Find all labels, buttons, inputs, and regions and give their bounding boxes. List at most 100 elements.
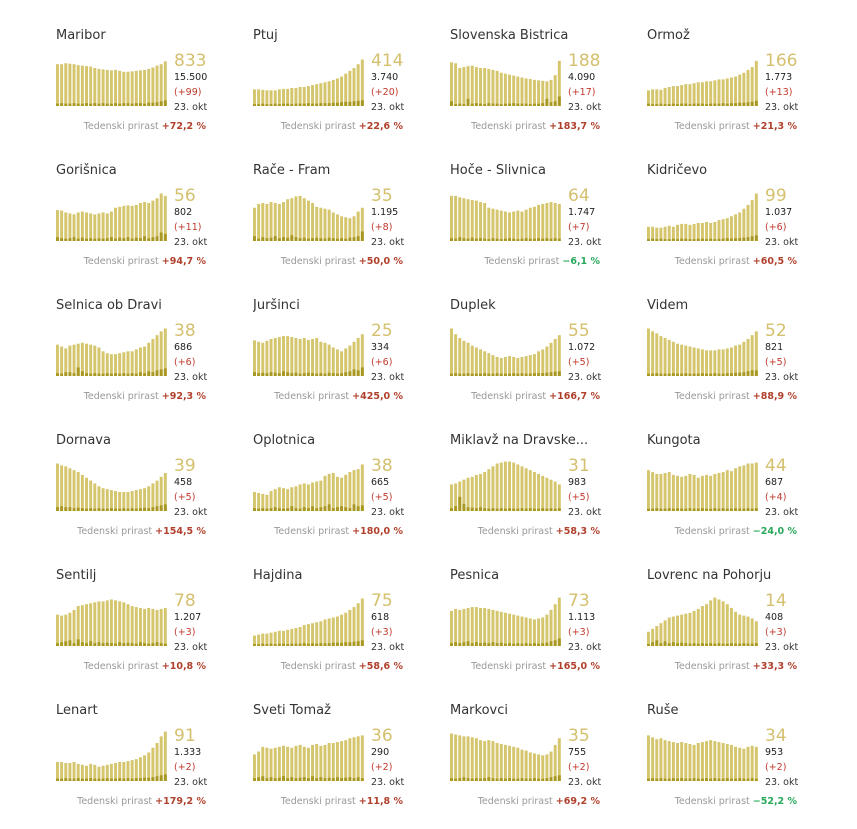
active-cases-bar (269, 748, 273, 781)
active-cases-bar (56, 463, 59, 511)
active-cases-bar (64, 762, 68, 781)
municipality-name: Hajdina (253, 568, 303, 583)
active-cases-bar (696, 477, 700, 511)
active-cases-bar (458, 609, 462, 646)
active-cases-bar (344, 348, 348, 376)
active-cases-bar (253, 207, 256, 241)
new-cases-bar (360, 100, 364, 106)
new-cases-bar (738, 508, 742, 511)
active-cases-bar (257, 751, 261, 781)
new-cases-bar (159, 101, 163, 106)
new-cases-bar (151, 777, 155, 781)
active-cases-bar (688, 473, 692, 511)
new-cases-bar (277, 643, 281, 646)
new-cases-bar (143, 643, 147, 646)
active-cases-bar (143, 488, 147, 511)
new-cases-bar (261, 643, 265, 646)
active-cases-bar (696, 743, 700, 781)
active-cases-bar (713, 222, 717, 241)
new-cases-bar (126, 373, 130, 376)
active-cases-bar (713, 350, 717, 376)
active-cases-bar (294, 87, 298, 106)
active-cases-bar (742, 465, 746, 511)
active-cases-bar (487, 469, 491, 511)
new-cases-bar (257, 373, 261, 376)
active-cases-bar (143, 69, 147, 106)
active-cases-bar (282, 88, 285, 106)
new-cases-bar (302, 373, 306, 376)
new-cases-bar (109, 778, 113, 781)
active-cases-bar (491, 69, 495, 106)
active-cases-bar (126, 604, 130, 646)
active-cases-bar (319, 341, 323, 376)
date-label: 23. okt (765, 777, 799, 788)
active-cases-bar (696, 222, 700, 241)
active-cases-bar (56, 614, 59, 646)
active-cases-value: 78 (174, 591, 196, 611)
municipality-name: Juršinci (253, 298, 300, 313)
new-cases-bar (503, 103, 507, 106)
new-cases-bar (532, 508, 536, 511)
new-cases-bar (72, 373, 76, 376)
new-cases-bar (155, 236, 159, 241)
new-cases-bar (286, 778, 290, 781)
active-cases-bar (282, 488, 285, 511)
active-cases-bar (294, 627, 298, 646)
new-cases-bar (520, 103, 524, 106)
new-cases-bar (499, 778, 503, 781)
active-cases-bar (557, 484, 561, 511)
new-cases-bar (302, 507, 306, 511)
municipality-card: Hoče - Slivnica 64 1.747 (+7) 23. okt Tedensk… (450, 163, 610, 278)
active-cases-bar (282, 745, 285, 781)
new-cases-bar (76, 367, 80, 376)
active-cases-bar (294, 196, 298, 241)
new-cases-bar (692, 239, 696, 241)
active-cases-bar (155, 743, 159, 781)
active-cases-bar (474, 200, 478, 241)
active-cases-bar (163, 608, 167, 646)
new-cases-bar (159, 643, 163, 646)
active-cases-bar (60, 615, 64, 646)
active-cases-bar (499, 462, 503, 511)
weekly-growth-label: Tedenski prirast (477, 526, 553, 537)
new-cases-bar (315, 643, 319, 646)
new-cases-bar (80, 508, 84, 511)
weekly-growth: Tedenski prirast +180,0 % (253, 526, 403, 537)
new-cases-bar (257, 238, 261, 241)
active-cases-bar (512, 75, 516, 106)
active-cases-bar (458, 68, 462, 106)
active-cases-bar (323, 342, 327, 376)
new-cases-bar (462, 238, 466, 241)
active-cases-bar (294, 486, 298, 511)
new-cases-bar (340, 778, 344, 781)
new-cases-bar (109, 237, 113, 241)
new-cases-bar (680, 238, 684, 241)
new-cases-bar (356, 236, 360, 241)
new-cases-bar (684, 508, 688, 511)
new-cases-bar (105, 373, 109, 376)
new-cases-bar (64, 238, 68, 241)
active-cases-bar (655, 89, 659, 106)
weekly-growth-value: +165,0 % (549, 661, 600, 672)
new-cases-bar (454, 104, 458, 106)
new-cases-bar (462, 373, 466, 376)
new-cases-bar (680, 778, 684, 781)
new-cases-bar (298, 103, 302, 106)
new-cases-bar (516, 239, 520, 241)
active-cases-bar (269, 632, 273, 646)
new-cases-bar (163, 774, 167, 781)
active-cases-bar (163, 731, 167, 781)
weekly-growth: Tedenski prirast +183,7 % (450, 121, 600, 132)
active-cases-bar (118, 492, 122, 511)
active-cases-bar (290, 747, 294, 781)
sparkline-chart (450, 195, 561, 241)
active-cases-bar (306, 86, 310, 106)
new-cases-bar (290, 373, 294, 376)
new-cases-bar (72, 237, 76, 241)
new-cases-bar (458, 237, 462, 241)
new-cases-bar (647, 103, 650, 106)
active-cases-bar (721, 79, 725, 106)
active-cases-bar (713, 741, 717, 781)
new-cases-bar (298, 643, 302, 646)
active-cases-bar (356, 736, 360, 781)
